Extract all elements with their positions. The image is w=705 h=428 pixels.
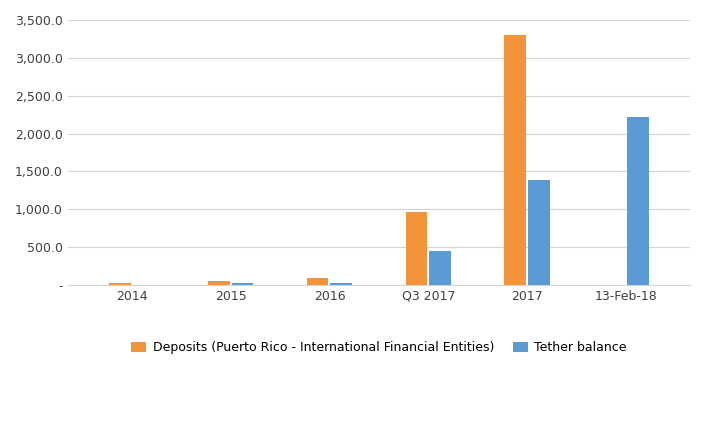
Bar <box>307 278 329 285</box>
Bar <box>109 282 131 285</box>
Bar <box>331 282 352 285</box>
Legend: Deposits (Puerto Rico - International Financial Entities), Tether balance: Deposits (Puerto Rico - International Fi… <box>126 336 632 359</box>
Bar <box>429 251 451 285</box>
Bar <box>405 212 427 285</box>
Bar <box>232 283 253 285</box>
Bar <box>627 117 649 285</box>
Bar <box>208 281 230 285</box>
Bar <box>504 35 526 285</box>
Bar <box>528 181 550 285</box>
